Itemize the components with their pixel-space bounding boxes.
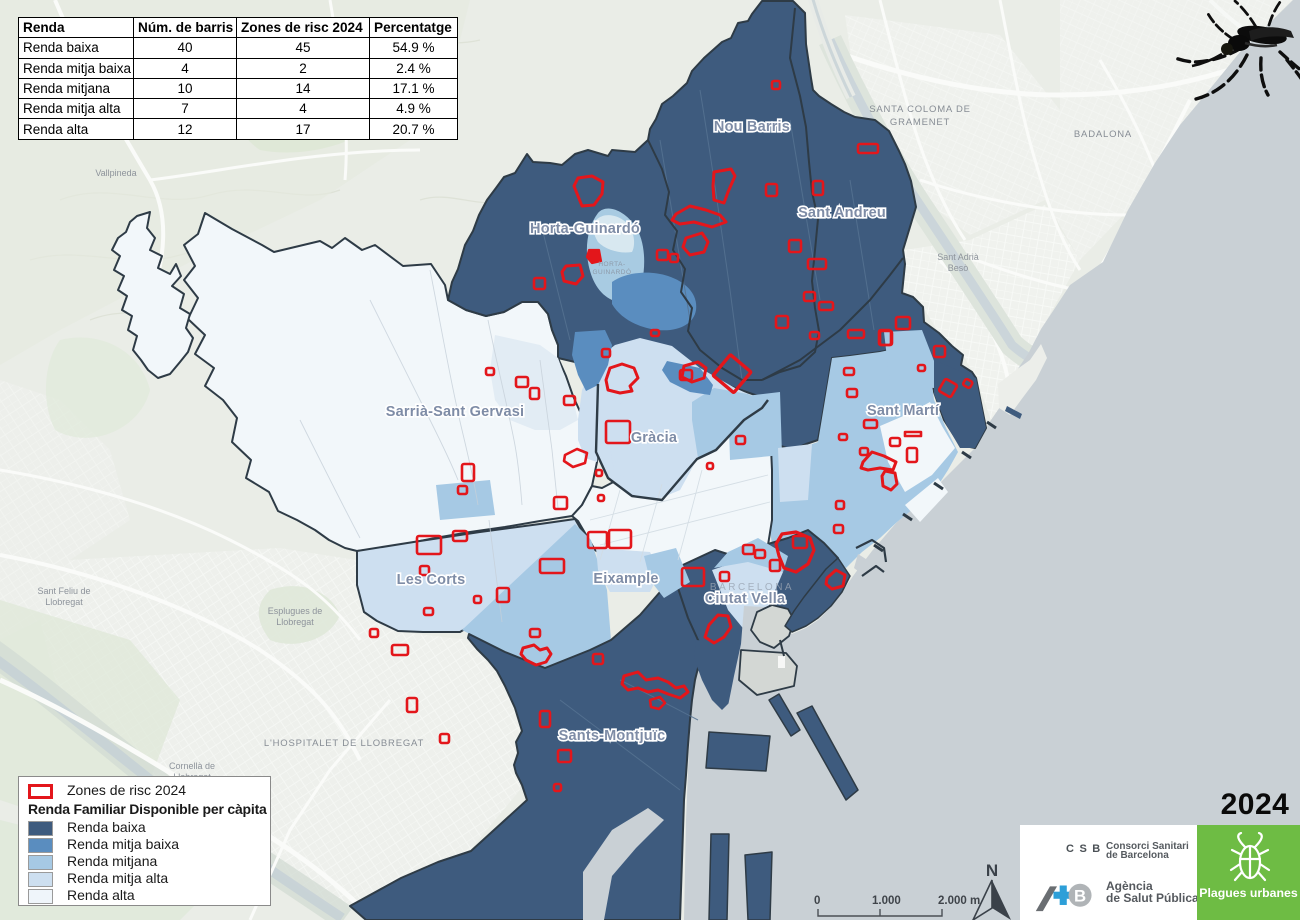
svg-text:L'HOSPITALET DE LLOBREGAT: L'HOSPITALET DE LLOBREGAT <box>264 738 424 749</box>
svg-text:Sants-Montjuïc: Sants-Montjuïc <box>559 728 666 744</box>
svg-text:Cornellà de: Cornellà de <box>169 761 215 771</box>
svg-text:GUINARDÓ: GUINARDÓ <box>592 267 631 276</box>
svg-text:B: B <box>1074 886 1086 905</box>
svg-text:Horta-Guinardó: Horta-Guinardó <box>530 221 640 237</box>
svg-text:Sarrià-Sant Gervasi: Sarrià-Sant Gervasi <box>386 404 524 420</box>
svg-text:SANTA COLOMA DE: SANTA COLOMA DE <box>869 104 971 115</box>
svg-text:Sant Andreu: Sant Andreu <box>798 205 886 221</box>
svg-text:Ciutat Vella: Ciutat Vella <box>705 591 786 607</box>
svg-text:Besò: Besò <box>948 263 969 273</box>
svg-text:GRAMENET: GRAMENET <box>890 117 950 128</box>
svg-text:Llobregat: Llobregat <box>45 597 83 607</box>
svg-text:BADALONA: BADALONA <box>1074 129 1132 140</box>
svg-text:Les Corts: Les Corts <box>397 572 466 588</box>
svg-text:Eixample: Eixample <box>593 571 658 587</box>
svg-text:Nou Barris: Nou Barris <box>714 119 790 135</box>
svg-text:Sant Feliu de: Sant Feliu de <box>37 586 90 596</box>
svg-text:Sant Martí: Sant Martí <box>867 403 940 419</box>
svg-text:Esplugues de: Esplugues de <box>268 606 323 616</box>
svg-text:Gràcia: Gràcia <box>631 430 678 446</box>
svg-text:BARCELONA: BARCELONA <box>710 582 794 593</box>
svg-text:HORTA-: HORTA- <box>598 261 625 268</box>
svg-text:Llobregat: Llobregat <box>276 617 314 627</box>
svg-text:Sant Adrià: Sant Adrià <box>937 252 979 262</box>
svg-text:Vallpineda: Vallpineda <box>95 168 136 178</box>
svg-text:N: N <box>986 861 998 880</box>
